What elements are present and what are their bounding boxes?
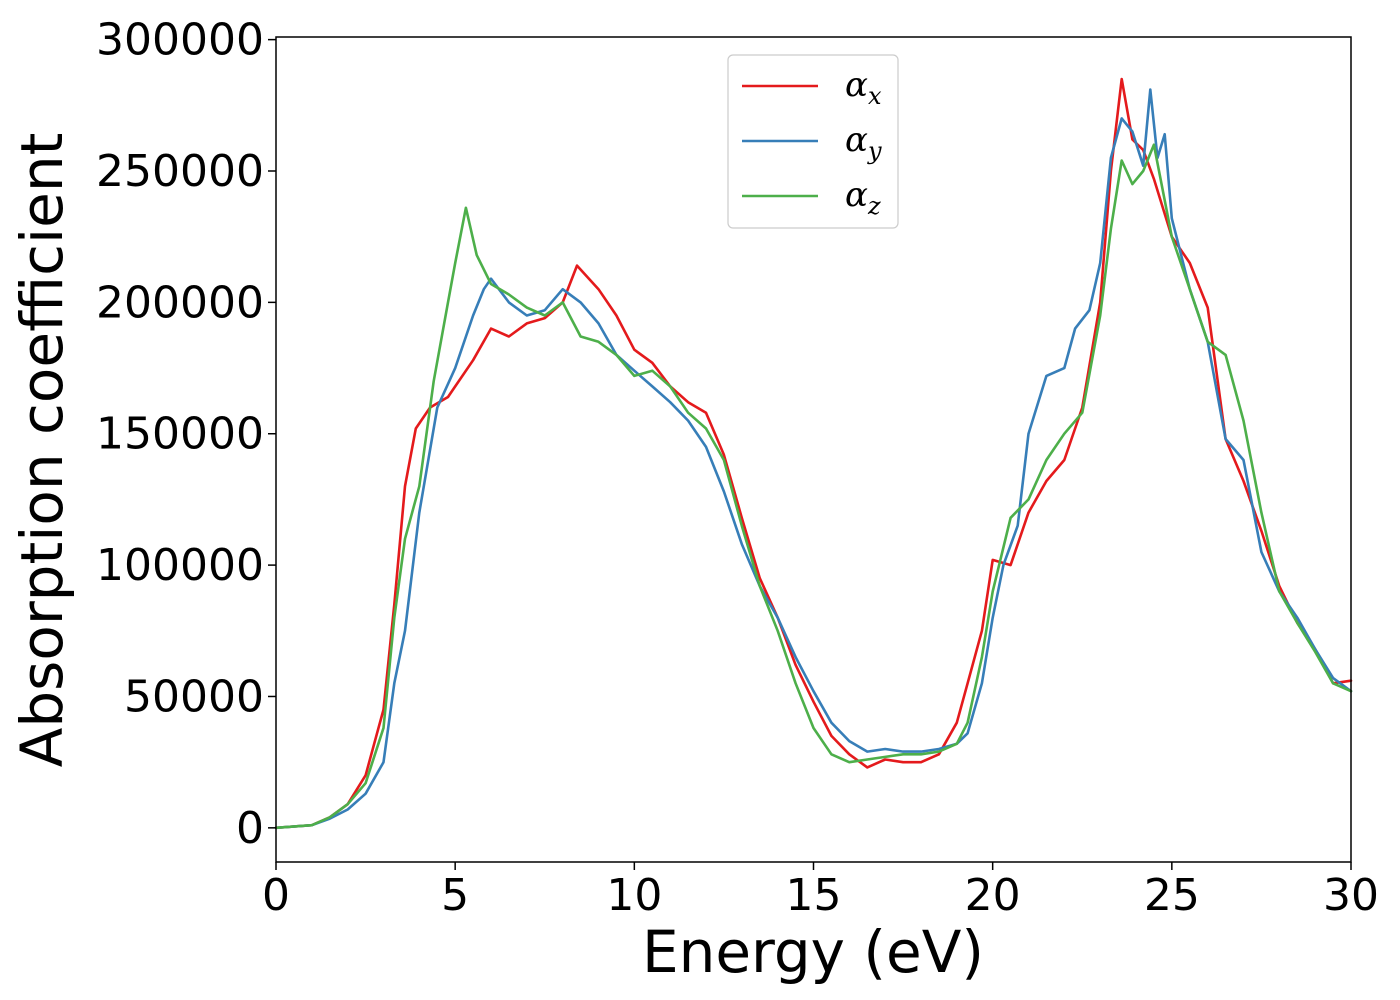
y-tick-label: 150000: [96, 409, 264, 460]
y-tick-label: 300000: [96, 15, 264, 66]
x-axis: 0 5 10 15 20 25 30: [262, 862, 1379, 921]
series-line-y: [274, 88, 1353, 830]
x-tick-label: 25: [1144, 870, 1200, 921]
y-tick-label: 0: [236, 803, 264, 854]
y-axis-label: Absorption coefficient: [8, 133, 76, 768]
x-axis-label: Energy (eV): [642, 918, 984, 986]
x-tick-label: 20: [965, 870, 1021, 921]
y-axis: 0 50000 100000 150000 200000 250000 300000: [96, 15, 276, 854]
x-tick-label: 30: [1323, 870, 1379, 921]
series-layer: [274, 77, 1353, 830]
y-tick-label: 250000: [96, 146, 264, 197]
x-tick-label: 5: [441, 870, 469, 921]
series-line-z: [274, 143, 1353, 830]
y-tick-label: 50000: [124, 671, 264, 722]
x-tick-label: 10: [606, 870, 662, 921]
y-tick-label: 100000: [96, 540, 264, 591]
x-tick-label: 0: [262, 870, 290, 921]
x-tick-label: 15: [786, 870, 842, 921]
series-line-x: [274, 77, 1353, 830]
y-tick-label: 200000: [96, 277, 264, 328]
